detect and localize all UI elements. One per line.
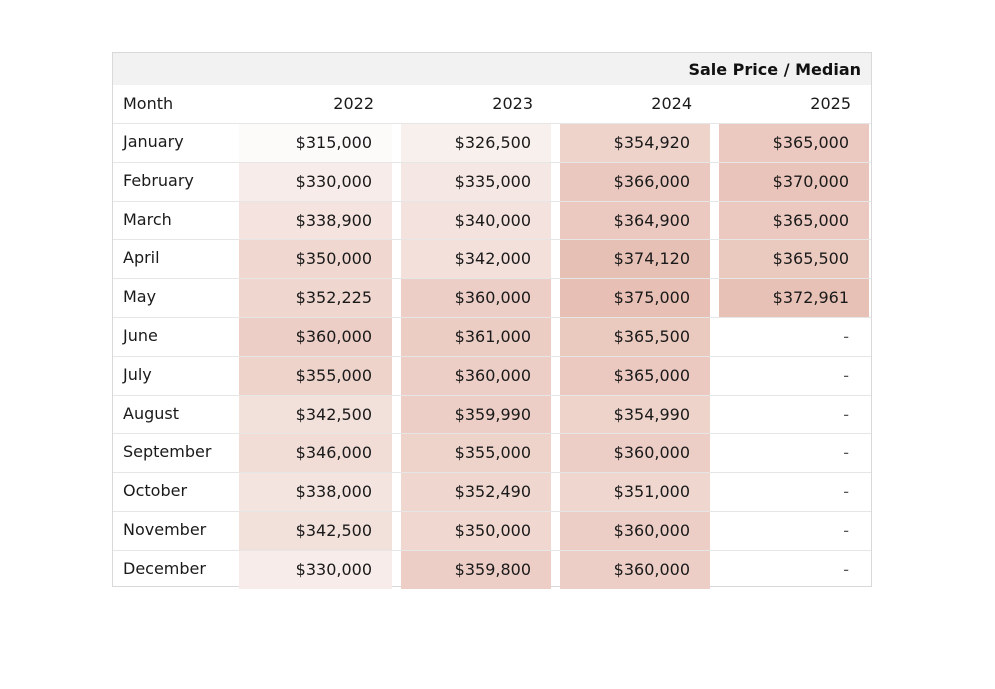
value-cell-2023: $360,000 xyxy=(401,357,551,395)
value-cell-2022: $330,000 xyxy=(239,551,392,589)
row-month-label: August xyxy=(123,404,179,423)
column-header-2022: 2022 xyxy=(333,94,374,113)
value-cell-2022: $352,225 xyxy=(239,279,392,317)
value-cell-2023: $355,000 xyxy=(401,434,551,472)
row-month-label: May xyxy=(123,287,157,306)
value-cell-2025: - xyxy=(843,327,849,346)
row-month-label: December xyxy=(123,559,206,578)
row-divider xyxy=(113,201,871,202)
value-cell-2023: $335,000 xyxy=(401,163,551,201)
column-header-2025: 2025 xyxy=(810,94,851,113)
value-cell-2025: $372,961 xyxy=(719,279,869,317)
value-cell-2025: - xyxy=(843,443,849,462)
value-cell-2022: $342,500 xyxy=(239,512,392,550)
row-divider xyxy=(113,239,871,240)
value-cell-2022: $330,000 xyxy=(239,163,392,201)
value-cell-2025: - xyxy=(843,366,849,385)
value-cell-2022: $315,000 xyxy=(239,124,392,162)
value-cell-2023: $359,990 xyxy=(401,396,551,434)
value-cell-2025: - xyxy=(843,405,849,424)
value-cell-2023: $342,000 xyxy=(401,240,551,278)
row-month-label: October xyxy=(123,481,188,500)
value-cell-2022: $350,000 xyxy=(239,240,392,278)
value-cell-2022: $346,000 xyxy=(239,434,392,472)
value-cell-2022: $360,000 xyxy=(239,318,392,356)
row-divider xyxy=(113,395,871,396)
table-title-bar: Sale Price / Median xyxy=(113,53,871,85)
value-cell-2024: $351,000 xyxy=(560,473,710,511)
row-divider xyxy=(113,317,871,318)
row-month-label: June xyxy=(123,326,158,345)
row-month-label: July xyxy=(123,365,152,384)
row-divider xyxy=(113,356,871,357)
table-title: Sale Price / Median xyxy=(688,60,861,79)
row-divider xyxy=(113,278,871,279)
value-cell-2024: $365,500 xyxy=(560,318,710,356)
value-cell-2023: $340,000 xyxy=(401,202,551,240)
value-cell-2022: $338,900 xyxy=(239,202,392,240)
value-cell-2024: $365,000 xyxy=(560,357,710,395)
row-month-label: February xyxy=(123,171,194,190)
value-cell-2024: $366,000 xyxy=(560,163,710,201)
value-cell-2024: $374,120 xyxy=(560,240,710,278)
value-cell-2024: $360,000 xyxy=(560,551,710,589)
value-cell-2023: $359,800 xyxy=(401,551,551,589)
value-cell-2022: $355,000 xyxy=(239,357,392,395)
value-cell-2022: $338,000 xyxy=(239,473,392,511)
value-cell-2023: $352,490 xyxy=(401,473,551,511)
value-cell-2025: - xyxy=(843,521,849,540)
value-cell-2024: $360,000 xyxy=(560,434,710,472)
row-divider xyxy=(113,123,871,124)
row-month-label: March xyxy=(123,210,172,229)
row-month-label: April xyxy=(123,248,160,267)
row-month-label: January xyxy=(123,132,184,151)
value-cell-2025: - xyxy=(843,482,849,501)
column-header-month: Month xyxy=(123,94,174,113)
value-cell-2023: $360,000 xyxy=(401,279,551,317)
row-divider xyxy=(113,472,871,473)
value-cell-2025: $370,000 xyxy=(719,163,869,201)
row-divider xyxy=(113,550,871,551)
value-cell-2024: $360,000 xyxy=(560,512,710,550)
row-divider xyxy=(113,433,871,434)
value-cell-2022: $342,500 xyxy=(239,396,392,434)
value-cell-2023: $326,500 xyxy=(401,124,551,162)
value-cell-2023: $361,000 xyxy=(401,318,551,356)
value-cell-2024: $375,000 xyxy=(560,279,710,317)
column-header-2024: 2024 xyxy=(651,94,692,113)
column-header-2023: 2023 xyxy=(492,94,533,113)
row-divider xyxy=(113,162,871,163)
value-cell-2025: $365,500 xyxy=(719,240,869,278)
value-cell-2024: $354,990 xyxy=(560,396,710,434)
value-cell-2025: $365,000 xyxy=(719,124,869,162)
value-cell-2025: $365,000 xyxy=(719,202,869,240)
row-month-label: November xyxy=(123,520,207,539)
row-divider xyxy=(113,511,871,512)
sale-price-table: Sale Price / Median Month 2022 2023 2024 202… xyxy=(112,52,872,589)
value-cell-2024: $354,920 xyxy=(560,124,710,162)
value-cell-2024: $364,900 xyxy=(560,202,710,240)
value-cell-2023: $350,000 xyxy=(401,512,551,550)
value-cell-2025: - xyxy=(843,560,849,579)
row-month-label: September xyxy=(123,442,212,461)
